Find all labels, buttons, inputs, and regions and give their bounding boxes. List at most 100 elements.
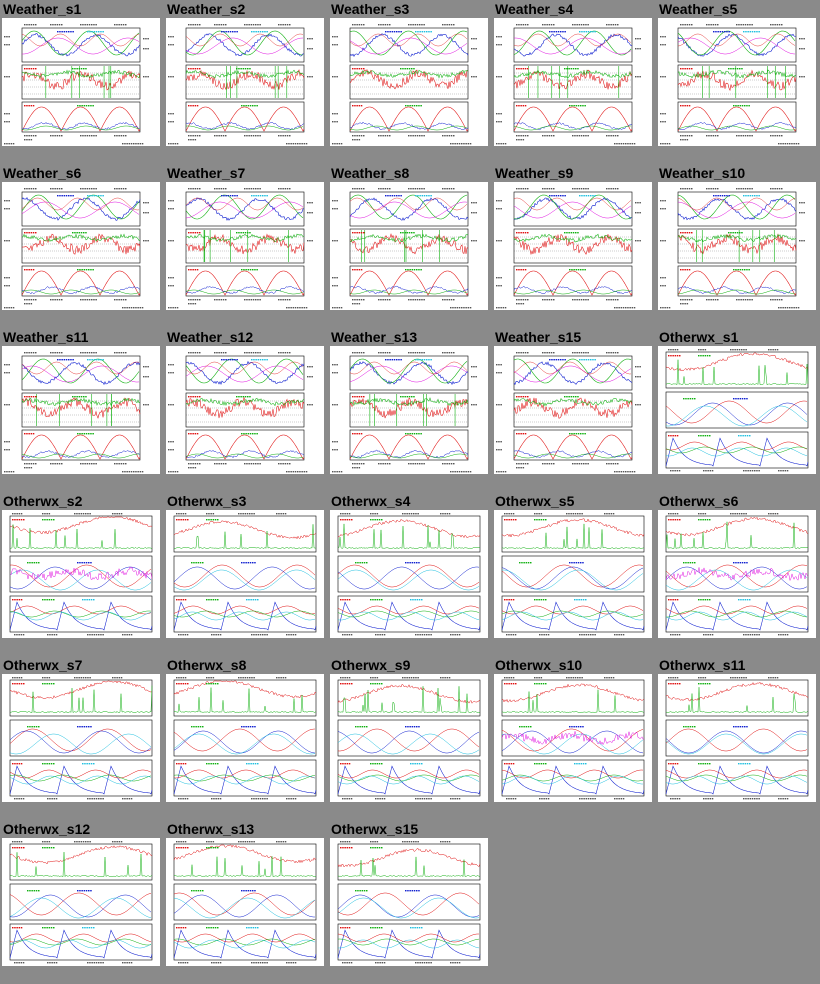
thumbnail-label[interactable]: Weather_s9: [495, 165, 574, 181]
plot-preview: [337, 677, 481, 800]
plot-panel-3: [349, 429, 469, 461]
thumbnail-label[interactable]: Weather_s10: [659, 165, 746, 181]
thumbnail-image[interactable]: [658, 674, 816, 802]
thumbnail-label[interactable]: Otherwx_s12: [3, 821, 91, 837]
series-line: [173, 611, 316, 621]
thumbnail-label[interactable]: Otherwx_s10: [495, 657, 583, 673]
thumbnail-image[interactable]: [2, 838, 160, 966]
plot-panel-2: [349, 392, 469, 428]
series-line: [349, 30, 468, 56]
thumbnail-label[interactable]: Weather_s13: [331, 329, 418, 345]
thumbnail-image[interactable]: [2, 510, 160, 638]
thumbnail-image[interactable]: [330, 18, 488, 146]
thumbnail-label[interactable]: Otherwx_s13: [167, 821, 255, 837]
series-line: [677, 37, 796, 55]
thumbnail-cell: Otherwx_s4: [328, 492, 492, 656]
thumbnail-image[interactable]: [658, 182, 816, 310]
thumbnail-image[interactable]: [330, 510, 488, 638]
thumbnail-cell: Otherwx_s15: [328, 820, 492, 984]
series-line: [21, 289, 140, 295]
series-line: [173, 765, 317, 795]
thumbnail-image[interactable]: [166, 18, 324, 146]
thumbnail-image[interactable]: [2, 346, 160, 474]
thumbnail-label[interactable]: Weather_s6: [3, 165, 82, 181]
series-line: [337, 611, 480, 621]
thumbnail-label[interactable]: Weather_s2: [167, 1, 246, 17]
series-line: [349, 453, 468, 459]
series-line: [665, 733, 808, 755]
plot-preview: [501, 513, 645, 636]
thumbnail-label[interactable]: Weather_s7: [167, 165, 246, 181]
thumbnail-image[interactable]: [658, 18, 816, 146]
series-line: [349, 125, 468, 131]
series-line: [513, 69, 633, 79]
thumbnail-label[interactable]: Weather_s5: [659, 1, 738, 17]
series-line: [665, 400, 808, 424]
thumbnail-label[interactable]: Otherwx_s3: [167, 493, 247, 509]
thumbnail-image[interactable]: [494, 182, 652, 310]
series-line: [677, 201, 796, 219]
plot-panel-3: [337, 595, 481, 633]
series-line: [349, 33, 468, 47]
thumbnail-label[interactable]: Otherwx_s6: [659, 493, 739, 509]
thumbnail-label[interactable]: Otherwx_s8: [167, 657, 247, 673]
series-line: [21, 197, 141, 221]
plot-panel-1: [665, 351, 809, 389]
thumbnail-image[interactable]: [2, 18, 160, 146]
thumbnail-image[interactable]: [494, 510, 652, 638]
plot-panel-3: [677, 265, 797, 297]
thumbnail-image[interactable]: [330, 838, 488, 966]
series-line: [677, 289, 796, 295]
thumbnail-image[interactable]: [166, 182, 324, 310]
thumbnail-image[interactable]: [166, 510, 324, 638]
series-line: [501, 775, 643, 785]
series-line: [21, 285, 141, 295]
series-line: [349, 361, 469, 386]
thumbnail-image[interactable]: [494, 674, 652, 802]
series-line: [9, 929, 153, 959]
thumbnail-image[interactable]: [166, 346, 324, 474]
thumbnail-image[interactable]: [658, 346, 816, 474]
series-line: [513, 233, 633, 243]
thumbnail-label[interactable]: Weather_s3: [331, 1, 410, 17]
series-line: [513, 285, 633, 294]
thumbnail-label[interactable]: Otherwx_s5: [495, 493, 575, 509]
thumbnail-cell: Otherwx_s13: [164, 820, 328, 984]
thumbnail-label[interactable]: Weather_s12: [167, 329, 254, 345]
thumbnail-label[interactable]: Otherwx_s2: [3, 493, 83, 509]
plot-panel-3: [185, 265, 305, 297]
plot-panel-2: [173, 555, 317, 593]
thumbnail-label[interactable]: Otherwx_s11: [659, 657, 746, 673]
thumbnail-image[interactable]: [2, 182, 160, 310]
series-line: [185, 233, 305, 255]
thumbnail-label[interactable]: Weather_s8: [331, 165, 410, 181]
thumbnail-image[interactable]: [166, 674, 324, 802]
thumbnail-label[interactable]: Weather_s11: [3, 329, 89, 345]
thumbnail-cell: Weather_s5: [656, 0, 820, 164]
thumbnail-image[interactable]: [166, 838, 324, 966]
thumbnail-image[interactable]: [330, 346, 488, 474]
thumbnail-label[interactable]: Otherwx_s15: [331, 821, 419, 837]
thumbnail-label[interactable]: Otherwx_s7: [3, 657, 83, 673]
series-line: [501, 605, 644, 615]
thumbnail-image[interactable]: [330, 674, 488, 802]
series-line: [665, 765, 809, 795]
thumbnail-label[interactable]: Weather_s15: [495, 329, 582, 345]
plot-panel-2: [21, 64, 141, 100]
thumbnail-cell: Weather_s10: [656, 164, 820, 328]
thumbnail-label[interactable]: Otherwx_s1: [659, 329, 739, 345]
thumbnail-image[interactable]: [494, 18, 652, 146]
plot-preview: [665, 513, 809, 636]
thumbnail-image[interactable]: [658, 510, 816, 638]
plot-panel-2: [185, 64, 305, 100]
thumbnail-image[interactable]: [2, 674, 160, 802]
thumbnail-image[interactable]: [494, 346, 652, 474]
thumbnail-label[interactable]: Otherwx_s4: [331, 493, 411, 509]
thumbnail-image[interactable]: [330, 182, 488, 310]
thumbnail-label[interactable]: Weather_s1: [3, 1, 82, 17]
series-line: [173, 601, 317, 631]
thumbnail-cell: Weather_s4: [492, 0, 656, 164]
thumbnail-label[interactable]: Otherwx_s9: [331, 657, 411, 673]
plot-panel-3: [185, 101, 305, 133]
thumbnail-label[interactable]: Weather_s4: [495, 1, 574, 17]
